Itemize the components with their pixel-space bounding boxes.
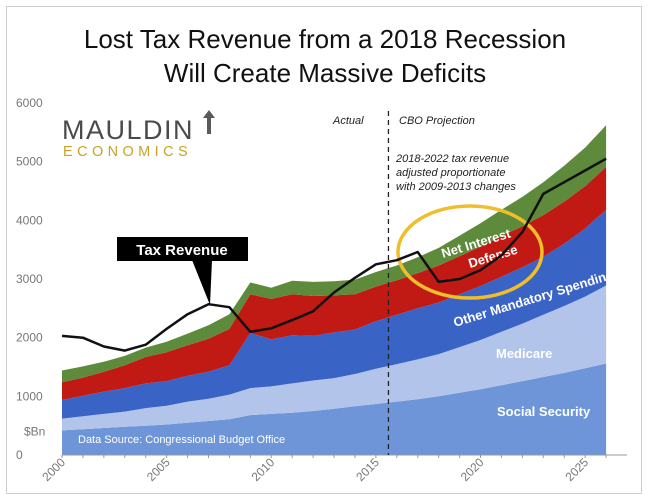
x-tick-label: 2015 (353, 455, 382, 484)
chart-frame (6, 6, 642, 494)
source-note: Data Source: Congressional Budget Office (78, 434, 285, 446)
y-axis-unit-label: $Bn (24, 425, 45, 439)
x-tick-label: 2025 (562, 455, 591, 484)
y-tick-label: 3000 (16, 272, 43, 286)
callout-box (117, 237, 248, 261)
logo-top-text: MAULDIN (62, 115, 194, 145)
x-tick-label: 2005 (144, 455, 173, 484)
title-line-2: Will Create Massive Deficits (163, 58, 487, 88)
callout-text: Tax Revenue (136, 242, 227, 259)
y-tick-label: 4000 (16, 213, 43, 227)
projection-note-line-3: with 2009-2013 changes (396, 181, 516, 193)
area-social-security (62, 363, 607, 455)
y-tick-label: 1000 (16, 389, 43, 403)
tax-revenue-callout: Tax Revenue (117, 237, 248, 305)
title-line-1: Lost Tax Revenue from a 2018 Recession (83, 24, 567, 54)
area-other-mandatory-spending (62, 209, 607, 419)
chart-title: Lost Tax Revenue from a 2018 Recession W… (0, 22, 650, 90)
projection-label: CBO Projection (399, 115, 475, 127)
projection-note-line-1: 2018-2022 tax revenue (395, 153, 509, 165)
actual-label: Actual (332, 115, 364, 127)
projection-note-line-2: adjusted proportionate (396, 167, 505, 179)
x-tick-label: 2000 (39, 455, 68, 484)
y-tick-label: 0 (16, 448, 23, 462)
axis-layer: 0 1000 2000 3000 4000 5000 6000 $Bn 2000 2005 2010… (16, 96, 627, 484)
y-tick-label: 6000 (16, 96, 43, 110)
mauldin-logo: MAULDIN ECONOMICS (62, 110, 215, 160)
y-tick-label: 2000 (16, 331, 43, 345)
y-tick-label: 5000 (16, 155, 43, 169)
medicare-label: Medicare (496, 346, 552, 361)
logo-arrow-icon (203, 110, 215, 134)
area-layers (62, 125, 607, 455)
social-security-label: Social Security (497, 404, 591, 419)
tax-revenue-line (61, 157, 607, 352)
x-tick-label: 2010 (249, 455, 278, 484)
highlight-circle (396, 204, 544, 300)
x-tick-label: 2020 (458, 455, 487, 484)
area-medicare (62, 285, 607, 431)
logo-bottom-text: ECONOMICS (63, 144, 192, 160)
callout-pointer (192, 260, 212, 305)
area-defense (62, 166, 607, 400)
line-layer (61, 157, 607, 352)
